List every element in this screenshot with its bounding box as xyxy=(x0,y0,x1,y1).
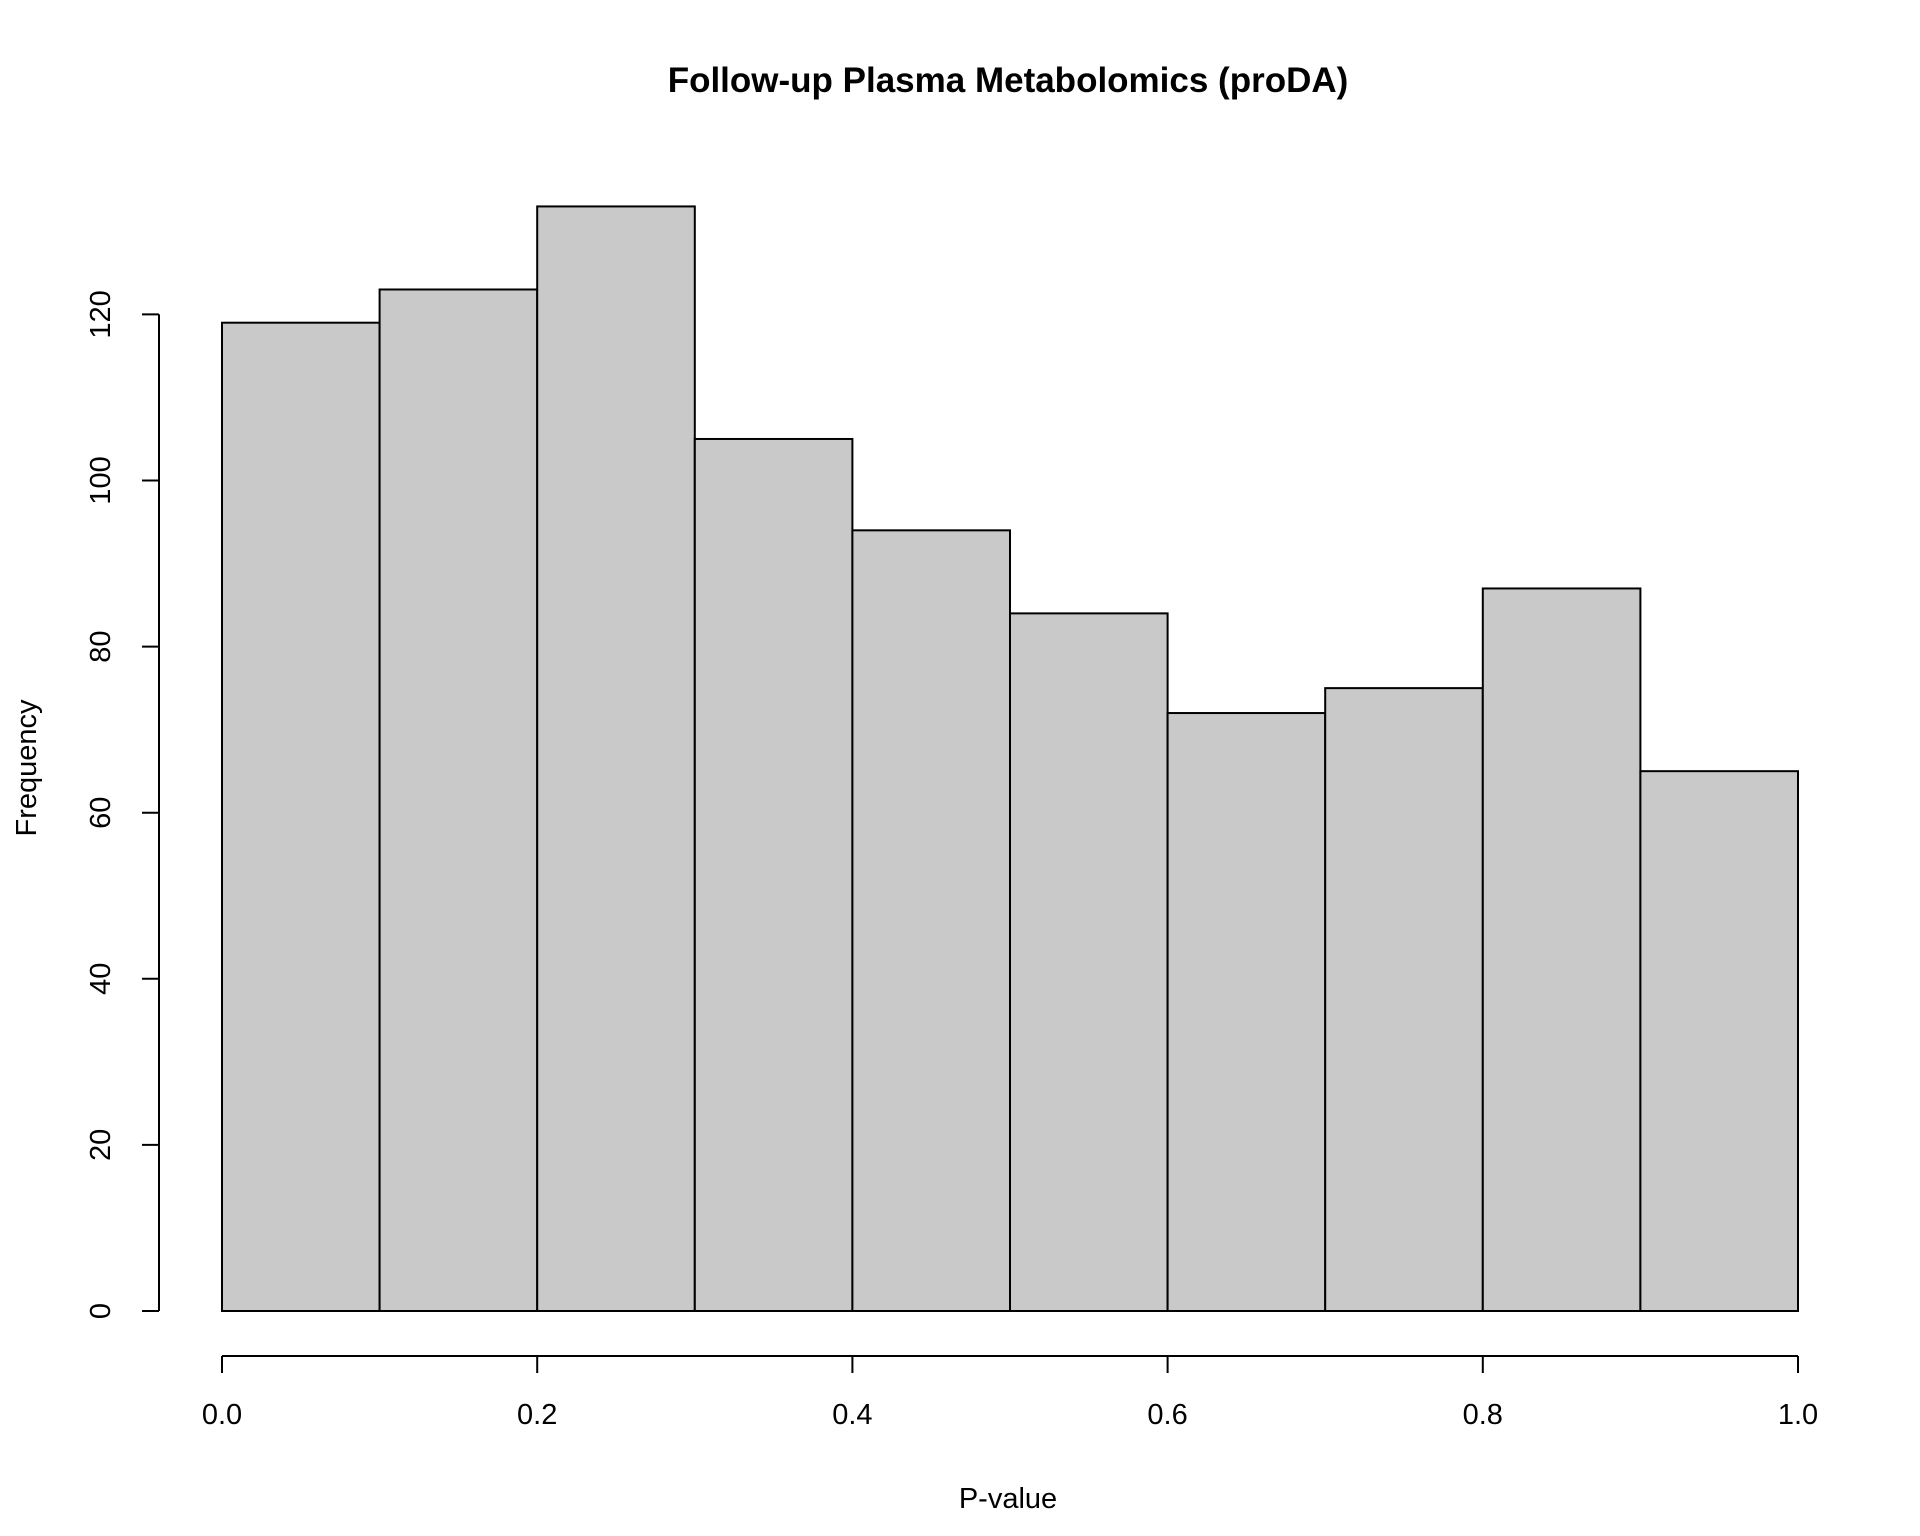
y-tick-label: 120 xyxy=(85,290,117,338)
x-tick-label: 0.4 xyxy=(832,1399,872,1431)
histogram-bar-9 xyxy=(1639,770,1800,1312)
x-tick-label: 0.6 xyxy=(1147,1399,1187,1431)
histogram-bars xyxy=(221,205,1800,1313)
histogram-bar-3 xyxy=(693,437,854,1313)
y-tick-label: 0 xyxy=(85,1303,117,1319)
y-tick-label: 80 xyxy=(85,630,117,662)
histogram-bar-0 xyxy=(221,321,381,1312)
x-axis-label: P-value xyxy=(959,1483,1057,1515)
histogram-bar-8 xyxy=(1481,587,1642,1312)
x-axis: 0.0 0.2 0.4 0.6 0.8 1.0 xyxy=(202,1355,1818,1431)
y-tick-label: 20 xyxy=(85,1129,117,1161)
y-tick-label: 60 xyxy=(85,797,117,829)
y-tick-label: 100 xyxy=(85,456,117,504)
histogram-bar-1 xyxy=(378,288,539,1312)
x-tick-label: 0.8 xyxy=(1463,1399,1503,1431)
histogram-bar-4 xyxy=(851,529,1012,1312)
x-tick-label: 0.0 xyxy=(202,1399,242,1431)
y-tick-label: 40 xyxy=(85,963,117,995)
histogram-bar-2 xyxy=(536,205,696,1312)
y-axis: 0 20 40 60 80 100 120 xyxy=(85,290,160,1319)
histogram-bar-7 xyxy=(1324,687,1484,1312)
x-tick-label: 1.0 xyxy=(1778,1399,1818,1431)
histogram-bar-6 xyxy=(1166,712,1327,1312)
x-tick-label: 0.2 xyxy=(517,1399,557,1431)
histogram-bar-5 xyxy=(1009,612,1169,1312)
y-axis-label: Frequency xyxy=(11,699,43,837)
chart-title: Follow-up Plasma Metabolomics (proDA) xyxy=(668,61,1349,100)
